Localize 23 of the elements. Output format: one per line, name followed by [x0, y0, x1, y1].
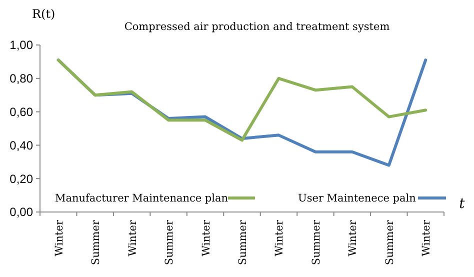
- legend-label: User Maintenece paln: [298, 192, 416, 205]
- x-tick-label: Winter: [347, 219, 360, 256]
- x-tick-label: Winter: [200, 219, 212, 256]
- x-tick-label: Winter: [53, 219, 66, 256]
- legend-label: Manufacturer Maintenance plan: [55, 192, 228, 205]
- x-tick-label: Summer: [384, 219, 396, 266]
- x-tick-label: Winter: [126, 219, 139, 256]
- y-tick-label: 0,20: [10, 172, 34, 186]
- x-tick-label: Summer: [310, 219, 322, 266]
- line-series: [56, 58, 428, 142]
- x-tick-label: Winter: [420, 219, 433, 256]
- y-axis-title: R(t): [32, 7, 56, 21]
- y-tick-label: 0,60: [10, 105, 34, 119]
- y-tick-label: 1,00: [10, 38, 34, 52]
- x-tick-label: Summer: [237, 219, 249, 266]
- x-tick-label: Summer: [164, 219, 176, 266]
- y-tick-label: 0,00: [10, 205, 34, 220]
- x-axis-title: t: [459, 196, 466, 212]
- y-tick-label: 0,40: [10, 138, 34, 152]
- x-tick-label: Winter: [274, 219, 286, 256]
- chart-title: Compressed air production and treatment system: [124, 21, 390, 33]
- x-tick-label: Summer: [90, 219, 102, 266]
- y-tick-label: 0,80: [10, 72, 34, 86]
